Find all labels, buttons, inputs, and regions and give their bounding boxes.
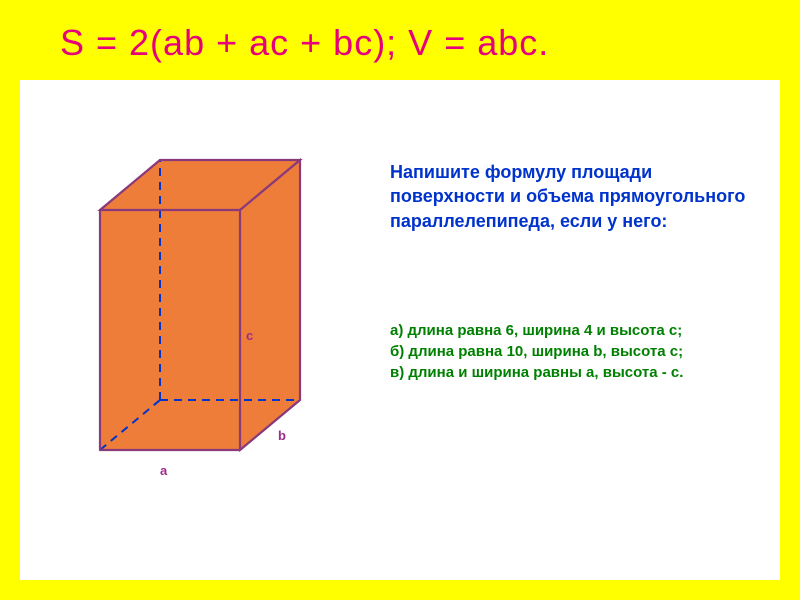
options-list: а) длина равна 6, ширина 4 и высота с; б… bbox=[390, 320, 770, 383]
question-text: Напишите формулу площади поверхности и о… bbox=[390, 160, 760, 233]
option-b: б) длина равна 10, ширина b, высота с; bbox=[390, 341, 770, 362]
option-a: а) длина равна 6, ширина 4 и высота с; bbox=[390, 320, 770, 341]
cube-diagram: a b c bbox=[60, 140, 360, 500]
content-panel: a b c Напишите формулу площади поверхнос… bbox=[20, 80, 780, 580]
label-a: a bbox=[160, 463, 168, 478]
cube-svg: a b c bbox=[60, 140, 360, 500]
option-c: в) длина и ширина равны а, высота - с. bbox=[390, 362, 770, 383]
label-c: c bbox=[246, 328, 253, 343]
formula-title: S = 2(ab + ac + bc); V = abc. bbox=[60, 22, 760, 64]
cube-front-face bbox=[100, 210, 240, 450]
label-b: b bbox=[278, 428, 286, 443]
